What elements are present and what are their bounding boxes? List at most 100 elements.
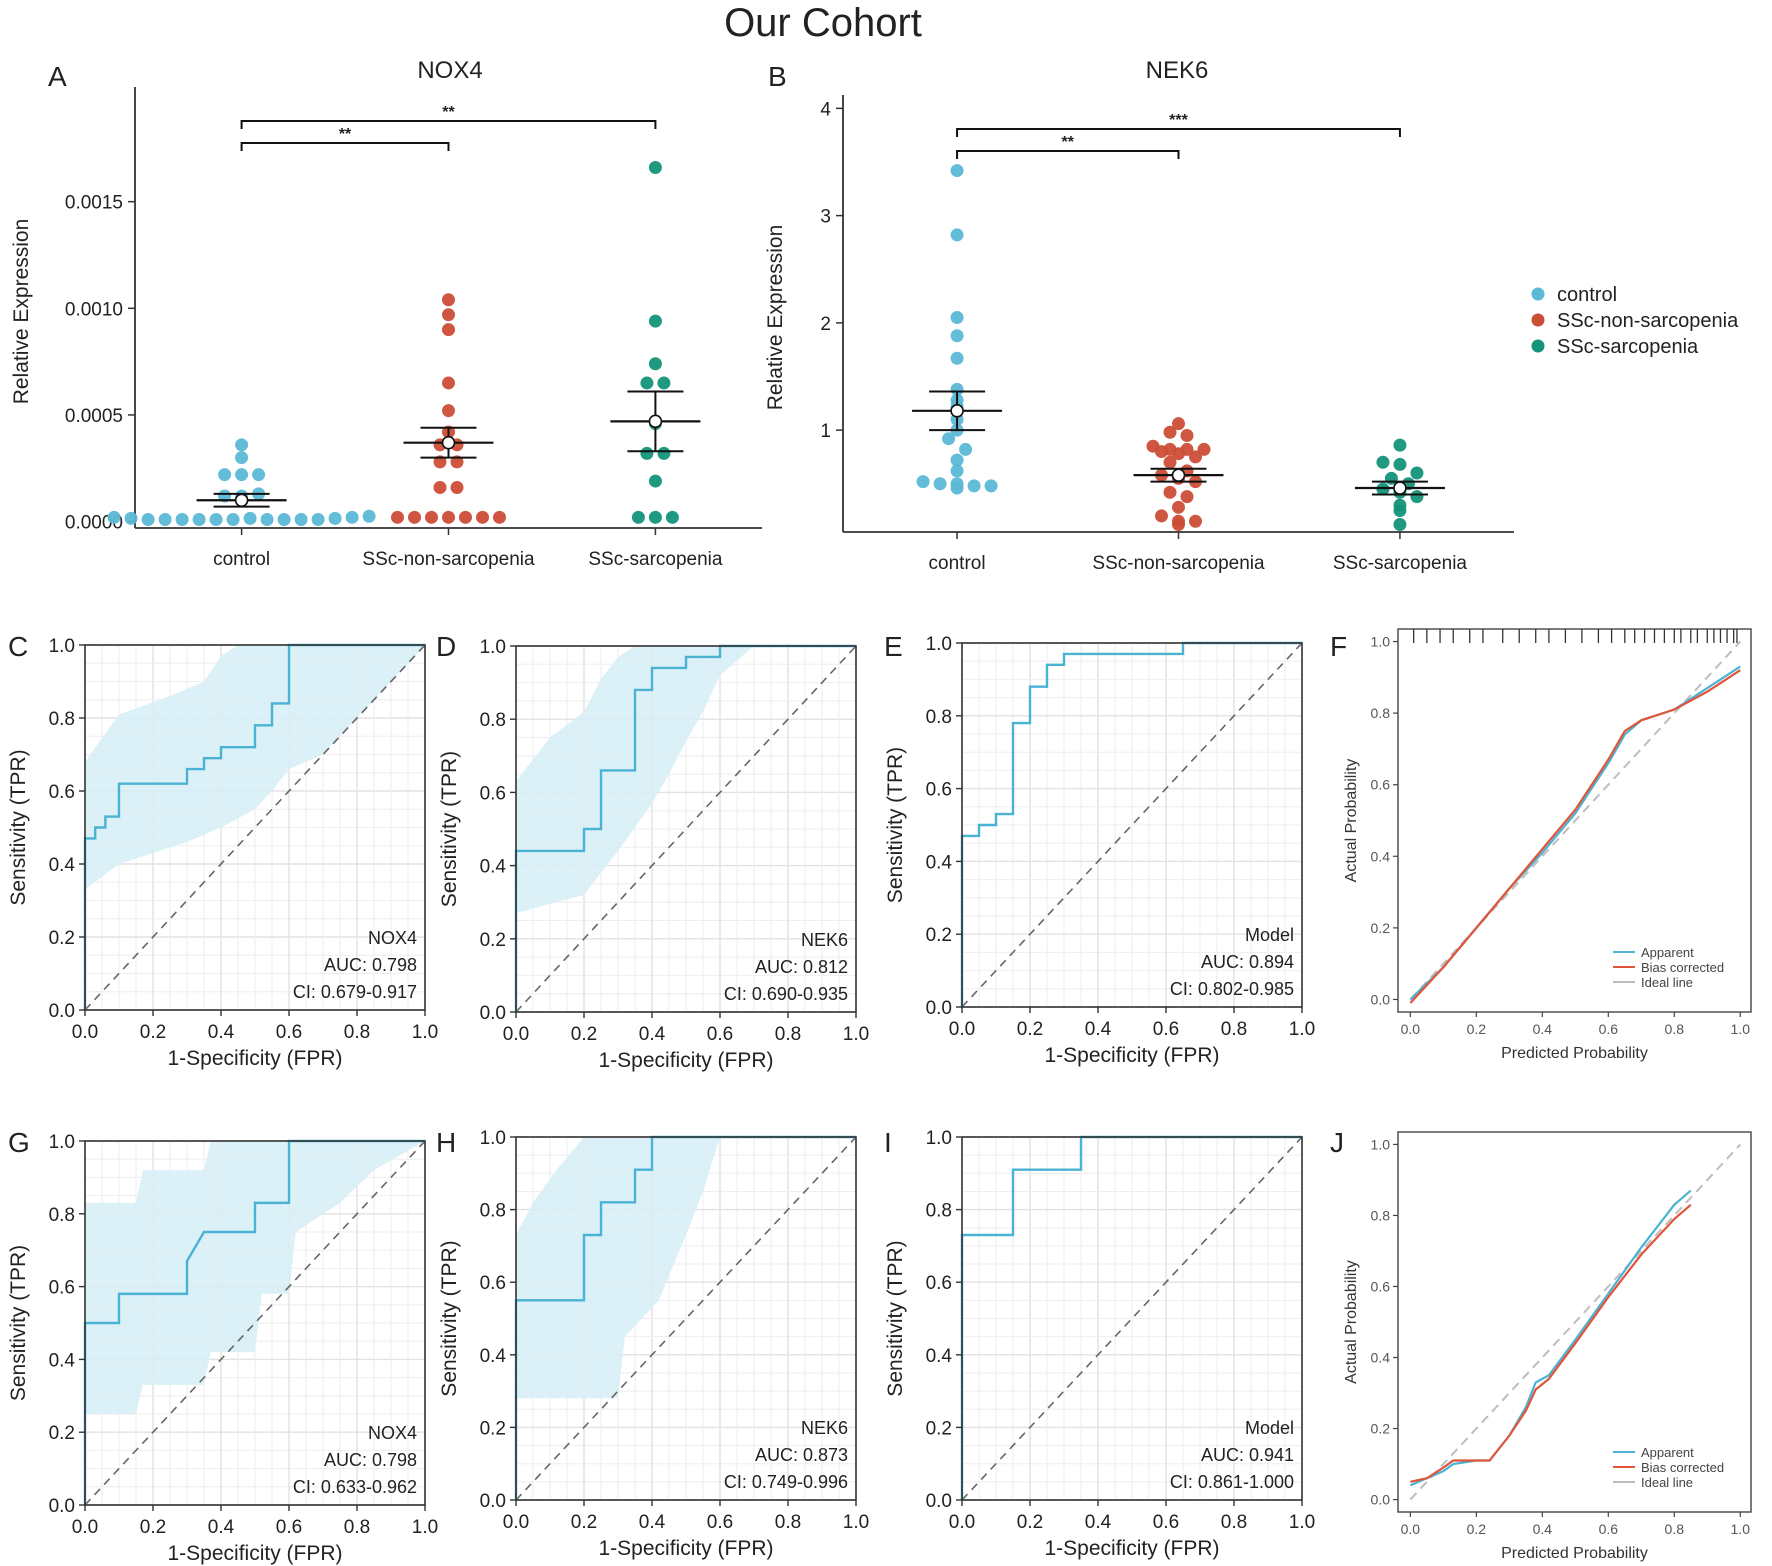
- x-tick-label: control: [929, 553, 986, 574]
- significance-label: **: [1062, 134, 1075, 151]
- data-point: [1393, 438, 1407, 452]
- x-tick-label: 0.6: [707, 1512, 733, 1533]
- x-tick-label: 0.0: [949, 1019, 975, 1040]
- annotation-text: CI: 0.802-0.985: [1170, 979, 1294, 999]
- legend-label: Ideal line: [1641, 975, 1693, 990]
- plot-border: [961, 1136, 1303, 1501]
- data-point: [950, 481, 964, 495]
- data-point: [252, 468, 266, 482]
- x-tick-label: 0.4: [639, 1024, 666, 1045]
- x-tick-label: 0.4: [639, 1512, 666, 1533]
- data-point: [942, 432, 956, 446]
- data-point: [1197, 442, 1211, 456]
- y-axis-label: Relative Expression: [10, 219, 33, 405]
- y-tick-label: 0.8: [926, 1201, 952, 1222]
- data-point: [235, 451, 249, 465]
- data-point: [1410, 490, 1424, 504]
- plot-border: [1397, 1131, 1752, 1513]
- annotation-text: NEK6: [801, 930, 848, 950]
- data-point: [294, 512, 308, 526]
- plot-border: [84, 644, 426, 1011]
- significance-bracket: [240, 120, 657, 129]
- annotation-text: CI: 0.633-0.962: [293, 1477, 417, 1497]
- y-tick-label: 0.0010: [65, 299, 123, 320]
- data-point: [328, 511, 342, 525]
- y-tick-label: 0.0: [926, 998, 952, 1019]
- y-tick-label: 0.2: [49, 928, 75, 949]
- y-axis-label: Actual Probability: [1343, 759, 1360, 883]
- y-tick-label: 0.0015: [65, 193, 123, 214]
- bias-corrected-line: [1410, 1203, 1692, 1483]
- y-tick-label: 1.0: [926, 634, 952, 655]
- confidence-band: [85, 645, 425, 890]
- x-tick-label: 0.8: [1665, 1521, 1685, 1537]
- data-point: [158, 512, 172, 526]
- x-tick-label: 1.0: [412, 1517, 438, 1538]
- data-point: [657, 376, 671, 390]
- annotation-text: CI: 0.690-0.935: [724, 984, 848, 1004]
- data-point: [442, 376, 455, 390]
- roc-curve: [960, 641, 1302, 1007]
- data-point: [1189, 450, 1202, 464]
- annotation-text: AUC: 0.798: [324, 955, 417, 975]
- annotation-text: Model: [1245, 1418, 1294, 1438]
- data-point: [657, 446, 671, 460]
- data-point: [1393, 457, 1407, 471]
- data-point: [1172, 517, 1185, 531]
- y-tick-label: 0.2: [1371, 920, 1391, 936]
- roc-curve: [83, 643, 425, 1010]
- x-tick-label: 0.0: [949, 1512, 975, 1533]
- x-axis-label: 1-Specificity (FPR): [598, 1537, 773, 1560]
- data-point: [442, 308, 455, 322]
- x-tick-label: SSc-sarcopenia: [1333, 553, 1468, 574]
- x-tick-label: 1.0: [1731, 1021, 1751, 1037]
- mean-marker: [1393, 481, 1407, 495]
- y-tick-label: 0.8: [49, 1205, 75, 1226]
- annotation-text: CI: 0.679-0.917: [293, 982, 417, 1002]
- x-tick-label: 0.6: [1599, 1521, 1619, 1537]
- y-tick-label: 1.0: [49, 1132, 75, 1153]
- y-tick-label: 0.6: [1371, 777, 1391, 793]
- data-point: [260, 512, 274, 526]
- x-tick-label: 0.8: [1221, 1512, 1247, 1533]
- legend-label: Apparent: [1641, 945, 1694, 960]
- x-tick-label: 0.0: [503, 1024, 529, 1045]
- data-point: [235, 438, 249, 452]
- x-tick-label: 0.6: [276, 1517, 302, 1538]
- y-tick-label: 0.4: [926, 852, 953, 873]
- legend-marker: [1531, 339, 1545, 353]
- panel-title: NEK6: [1146, 57, 1209, 84]
- annotation-text: NOX4: [368, 1423, 417, 1443]
- x-tick-label: SSc-non-sarcopenia: [362, 549, 535, 570]
- legend-label: SSc-non-sarcopenia: [1557, 310, 1739, 332]
- y-tick-label: 0.6: [926, 1273, 952, 1294]
- data-point: [1189, 514, 1202, 528]
- y-tick-label: 0.4: [480, 1346, 507, 1367]
- data-point: [209, 512, 223, 526]
- y-tick-label: 0.6: [926, 780, 952, 801]
- y-tick-label: 0.4: [49, 1350, 76, 1371]
- y-tick-label: 0.6: [480, 1273, 506, 1294]
- data-point: [311, 512, 325, 526]
- data-point: [950, 228, 964, 242]
- y-tick-label: 0.8: [1371, 1207, 1391, 1223]
- apparent-line: [1409, 1189, 1692, 1487]
- bias-corrected-line: [1409, 669, 1741, 1004]
- plot-border: [515, 1136, 857, 1501]
- mean-marker: [234, 493, 249, 508]
- data-point: [141, 512, 155, 526]
- data-point: [442, 510, 455, 524]
- x-tick-label: 0.8: [1665, 1021, 1685, 1037]
- data-point: [648, 474, 662, 488]
- y-tick-label: 0.4: [1371, 1350, 1391, 1366]
- x-tick-label: 0.4: [1533, 1021, 1553, 1037]
- annotation-text: Model: [1245, 925, 1294, 945]
- data-point: [476, 510, 489, 524]
- y-tick-label: 0.6: [49, 782, 75, 803]
- data-point: [124, 511, 138, 525]
- mean-marker: [950, 404, 964, 418]
- y-tick-label: 1.0: [1371, 1136, 1391, 1152]
- y-tick-label: 0.0: [1371, 991, 1391, 1007]
- y-tick-label: 1.0: [926, 1128, 952, 1149]
- plot-border: [515, 645, 857, 1013]
